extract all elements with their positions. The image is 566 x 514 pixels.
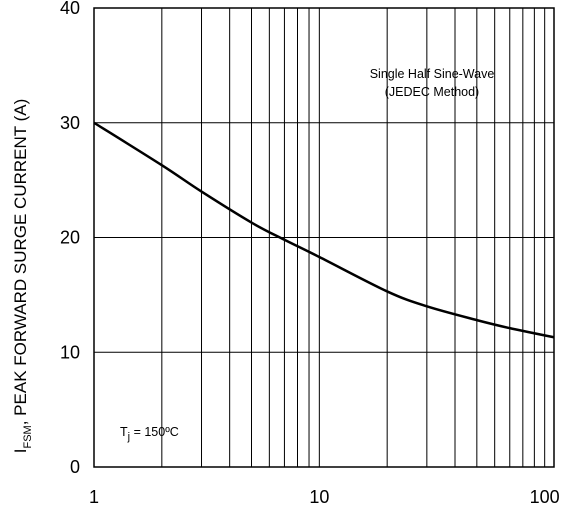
temperature-annotation: Tj = 150ºC bbox=[120, 425, 179, 443]
waveform-annotation-line2: (JEDEC Method) bbox=[385, 85, 479, 99]
y-tick-label: 40 bbox=[60, 0, 80, 18]
y-tick-label: 20 bbox=[60, 228, 80, 248]
x-tick-label: 10 bbox=[309, 487, 329, 507]
y-tick-label: 10 bbox=[60, 342, 80, 362]
y-tick-labels: 0 10 20 30 40 bbox=[60, 0, 80, 477]
y-tick-label: 30 bbox=[60, 113, 80, 133]
waveform-annotation-line1: Single Half Sine-Wave bbox=[370, 67, 495, 81]
x-tick-labels: 1 10 100 bbox=[89, 487, 560, 507]
y-tick-label: 0 bbox=[70, 457, 80, 477]
grid-lines bbox=[94, 8, 554, 467]
plot-frame bbox=[93, 7, 555, 468]
surge-current-curve bbox=[93, 121, 555, 339]
x-tick-label: 100 bbox=[530, 487, 560, 507]
y-axis-label: IFSM, PEAK FORWARD SURGE CURRENT (A) bbox=[11, 99, 34, 453]
x-tick-label: 1 bbox=[89, 487, 99, 507]
